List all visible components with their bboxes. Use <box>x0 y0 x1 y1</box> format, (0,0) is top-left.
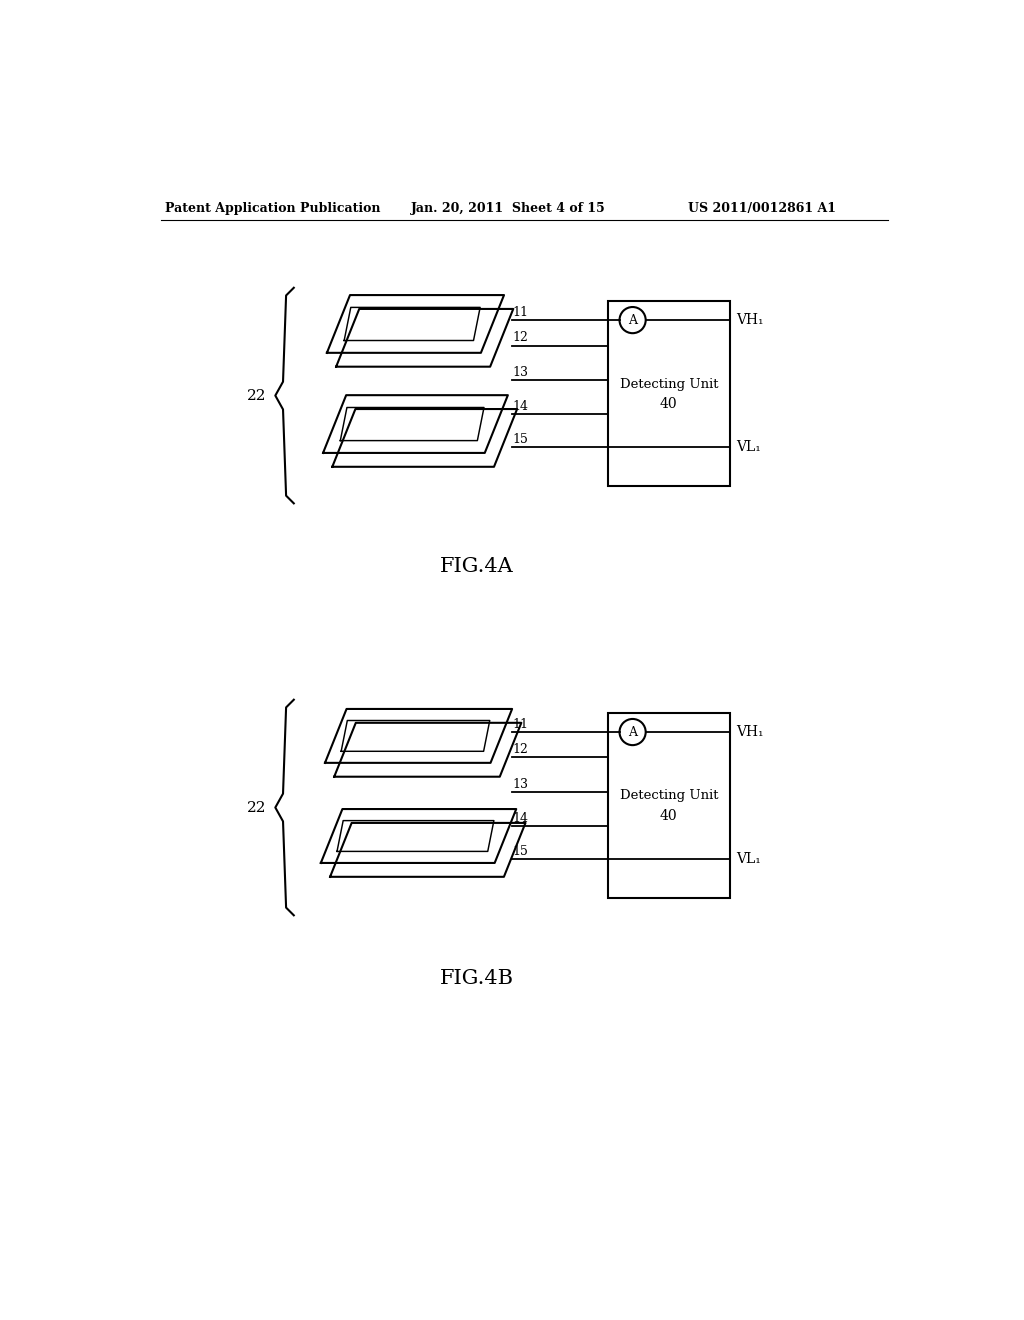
Text: 14: 14 <box>512 812 528 825</box>
Text: VH₁: VH₁ <box>736 313 763 327</box>
Bar <box>608 301 730 486</box>
Text: 11: 11 <box>512 718 528 731</box>
Text: VH₁: VH₁ <box>736 725 763 739</box>
Text: 15: 15 <box>512 433 528 446</box>
Text: Patent Application Publication: Patent Application Publication <box>165 202 381 215</box>
Text: 11: 11 <box>512 306 528 319</box>
Text: A: A <box>628 314 637 326</box>
Text: US 2011/0012861 A1: US 2011/0012861 A1 <box>688 202 836 215</box>
Text: FIG.4A: FIG.4A <box>440 557 514 576</box>
Circle shape <box>620 308 646 333</box>
Text: FIG.4B: FIG.4B <box>440 969 514 987</box>
Text: 15: 15 <box>512 845 528 858</box>
Text: Detecting Unit: Detecting Unit <box>620 789 718 803</box>
Text: VL₁: VL₁ <box>736 440 761 454</box>
Text: 40: 40 <box>660 397 678 411</box>
Text: 14: 14 <box>512 400 528 413</box>
Text: 22: 22 <box>247 388 266 403</box>
Text: 13: 13 <box>512 777 528 791</box>
Text: 12: 12 <box>512 331 528 345</box>
Text: Jan. 20, 2011  Sheet 4 of 15: Jan. 20, 2011 Sheet 4 of 15 <box>411 202 605 215</box>
Circle shape <box>620 719 646 744</box>
Text: VL₁: VL₁ <box>736 853 761 866</box>
Bar <box>608 713 730 898</box>
Text: 13: 13 <box>512 366 528 379</box>
Text: 12: 12 <box>512 743 528 756</box>
Text: Detecting Unit: Detecting Unit <box>620 378 718 391</box>
Text: A: A <box>628 726 637 739</box>
Text: 40: 40 <box>660 809 678 822</box>
Text: 22: 22 <box>247 800 266 814</box>
